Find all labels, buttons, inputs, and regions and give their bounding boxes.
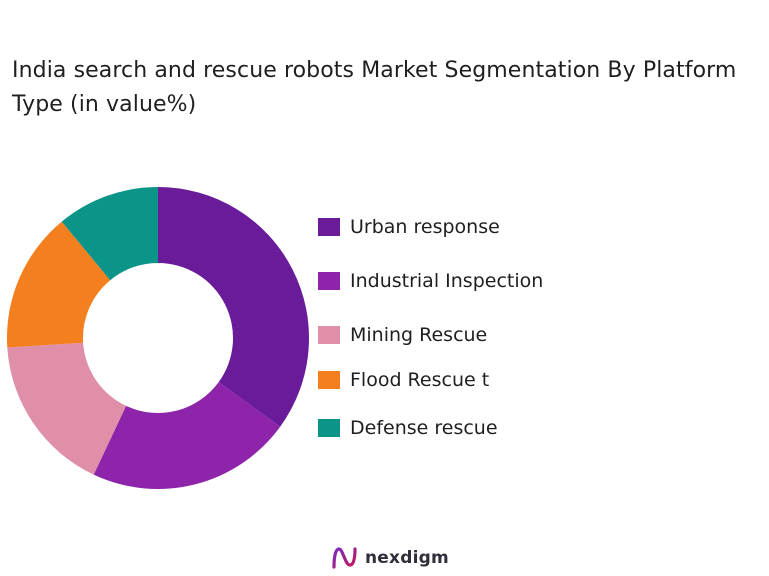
legend-item-defense-rescue: Defense rescue (318, 416, 498, 440)
donut-slice-urban-response (158, 187, 309, 427)
legend-label-flood-rescue: Flood Rescue t (350, 369, 490, 391)
chart-title: India search and rescue robots Market Se… (12, 58, 737, 117)
legend-label-industrial-inspection: Industrial Inspection (350, 270, 544, 292)
donut-slice-industrial-inspection (93, 382, 281, 489)
donut-slice-flood-rescue-t (6, 221, 111, 348)
brand-name: nexdigm (365, 548, 449, 568)
legend-item-industrial-inspection: Industrial Inspection (318, 269, 543, 293)
legend-swatch-mining-rescue (318, 326, 340, 344)
legend-item-mining-rescue: Mining Rescue (318, 323, 487, 347)
brand-footer: nexdigm (331, 544, 449, 572)
legend-item-flood-rescue: Flood Rescue t (318, 368, 489, 392)
legend-swatch-industrial-inspection (318, 272, 340, 290)
legend-label-defense-rescue: Defense rescue (350, 417, 498, 439)
legend-swatch-defense-rescue (318, 419, 340, 437)
legend-label-mining-rescue: Mining Rescue (350, 324, 488, 346)
legend-item-urban-response: Urban response (318, 215, 500, 239)
donut-slice-mining-rescue (7, 342, 127, 475)
legend-swatch-urban-response (318, 218, 340, 236)
nexdigm-n-logo-icon (332, 547, 357, 569)
legend-label-urban-response: Urban response (350, 216, 500, 238)
legend-swatch-flood-rescue (318, 371, 340, 389)
donut-chart (6, 187, 309, 489)
donut-slice-defense-rescue (61, 187, 158, 281)
